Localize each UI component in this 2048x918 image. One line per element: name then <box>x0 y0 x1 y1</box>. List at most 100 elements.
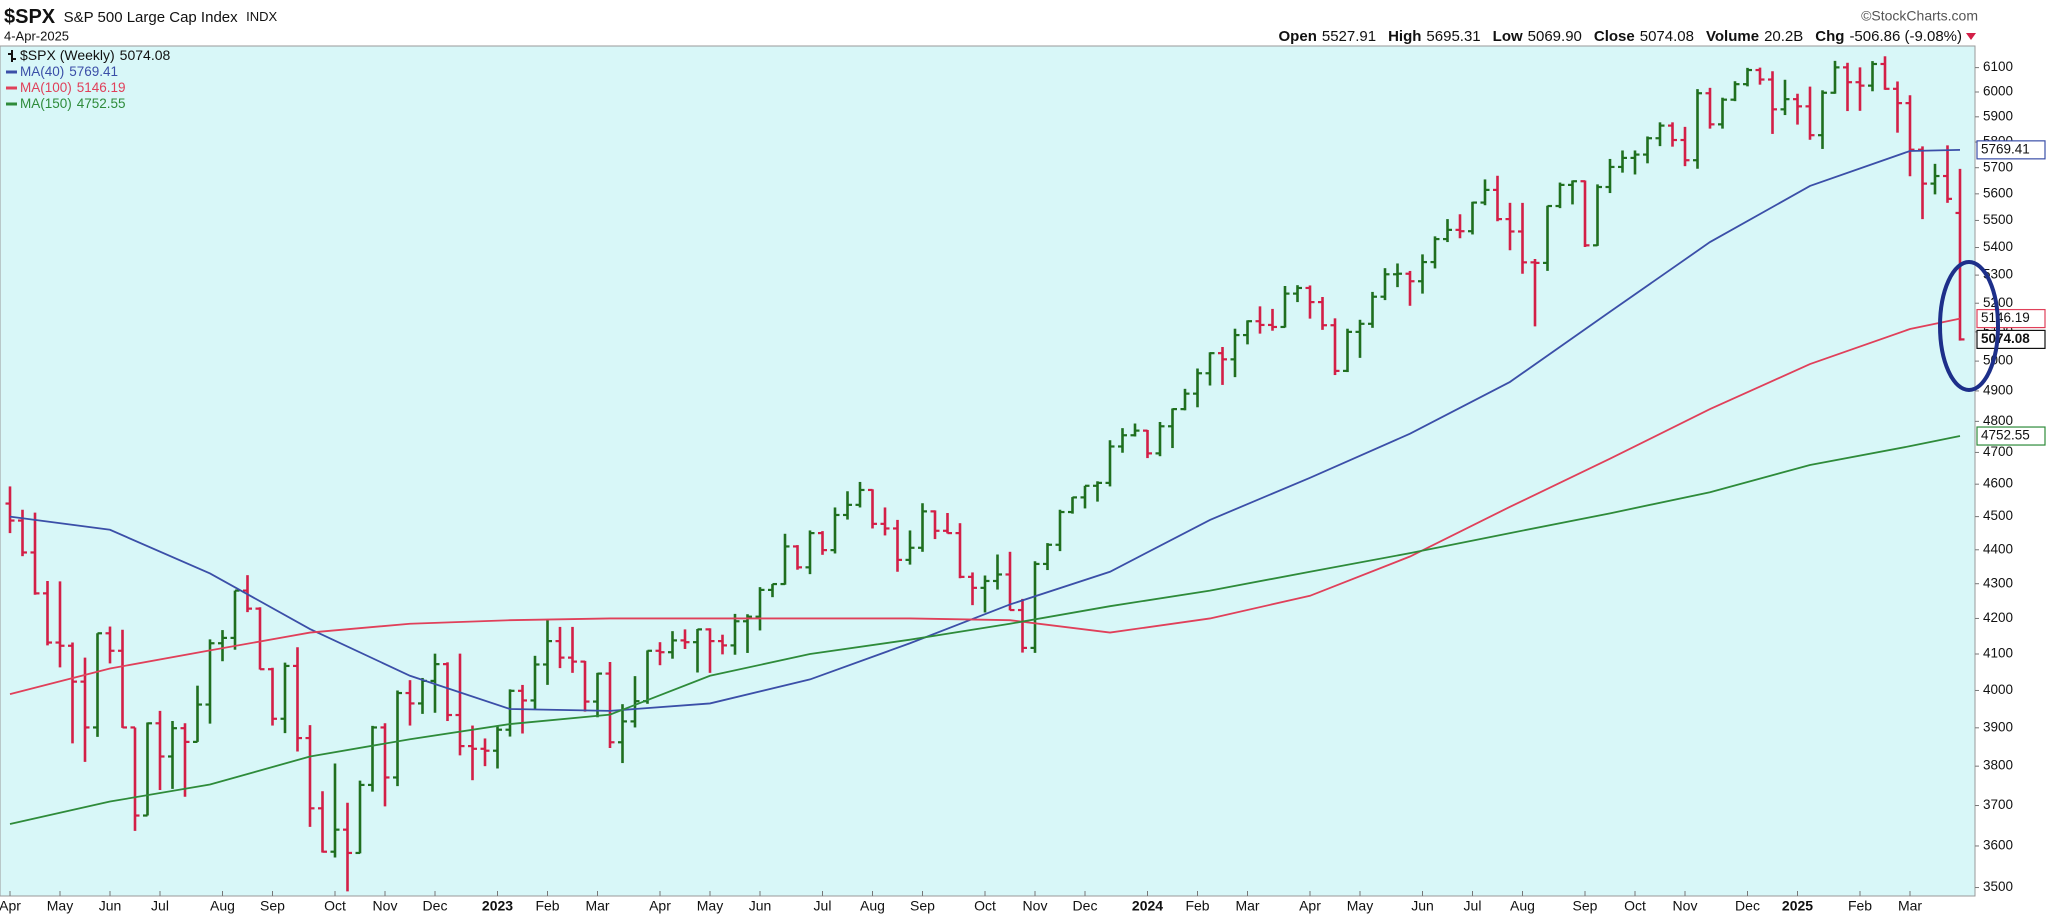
y-tick-label: 5300 <box>1983 267 2013 282</box>
y-tick-label: 3500 <box>1983 879 2013 894</box>
x-tick-label: Jun <box>99 898 122 914</box>
x-tick-label: Apr <box>0 898 21 914</box>
y-tick-label: 4200 <box>1983 610 2013 625</box>
date: 4-Apr-2025 <box>4 28 69 43</box>
ma-line <box>9 435 1961 825</box>
x-tick-label: Mar <box>1235 898 1259 914</box>
x-tick-label: Nov <box>373 898 398 914</box>
x-tick-label: Jul <box>814 898 832 914</box>
header-value: -506.86 (-9.08%) <box>1849 28 1962 45</box>
x-tick-label: 2024 <box>1132 898 1163 914</box>
x-tick-label: Aug <box>210 898 235 914</box>
ma-line <box>9 317 1961 696</box>
x-tick-label: Oct <box>1624 898 1646 914</box>
y-tick-label: 4100 <box>1983 646 2013 661</box>
source: ©StockCharts.com <box>1861 8 1978 24</box>
y-tick-label: 4300 <box>1983 575 2013 590</box>
x-tick-label: Apr <box>649 898 671 914</box>
header-label: Low <box>1493 28 1523 45</box>
y-tick-label: 3900 <box>1983 719 2013 734</box>
x-tick-label: Aug <box>1510 898 1535 914</box>
x-tick-label: Nov <box>1023 898 1048 914</box>
header-label: Volume <box>1706 28 1759 45</box>
x-tick-label: Sep <box>910 898 935 914</box>
legend-entry: $SPX (Weekly) 5074.08 <box>20 47 170 63</box>
y-tick-label: 5400 <box>1983 239 2013 254</box>
y-tick-label: 4000 <box>1983 682 2013 697</box>
x-tick-label: May <box>47 898 73 914</box>
header-value: 5069.90 <box>1528 28 1582 45</box>
exchange: INDX <box>246 9 277 24</box>
y-tick-label: 6000 <box>1983 84 2013 99</box>
x-tick-label: Oct <box>324 898 346 914</box>
x-tick-label: Mar <box>585 898 609 914</box>
value-box <box>1976 140 2046 160</box>
x-tick-label: Sep <box>260 898 285 914</box>
value-box-label: 4752.55 <box>1981 428 2030 443</box>
y-tick-label: 3700 <box>1983 797 2013 812</box>
y-tick-label: 4700 <box>1983 444 2013 459</box>
y-tick-label: 4600 <box>1983 476 2013 491</box>
legend-name: MA(150) <box>20 96 72 111</box>
highlight-ellipse <box>1938 260 2000 392</box>
x-tick-label: May <box>697 898 723 914</box>
y-tick-label: 5900 <box>1983 108 2013 123</box>
legend-name: MA(40) <box>20 64 64 79</box>
ma-line <box>9 148 1961 712</box>
header-value: 5695.31 <box>1426 28 1480 45</box>
legend-name: $SPX (Weekly) <box>20 47 115 63</box>
value-box-label: 5074.08 <box>1981 331 2030 346</box>
header-value: 5074.08 <box>1640 28 1694 45</box>
x-tick-label: Dec <box>1735 898 1760 914</box>
x-tick-label: Jun <box>749 898 772 914</box>
chart-subtitle: S&P 500 Large Cap Index <box>64 9 239 26</box>
value-box <box>1976 308 2046 329</box>
header-info: Open 5527.91 High 5695.31 Low 5069.90 Close 507… <box>1279 28 1962 45</box>
plot-area <box>0 45 1976 897</box>
x-tick-label: May <box>1347 898 1373 914</box>
x-tick-label: 2023 <box>482 898 513 914</box>
header-label: Open <box>1279 28 1317 45</box>
y-tick-label: 3800 <box>1983 758 2013 773</box>
x-tick-label: Mar <box>1898 898 1922 914</box>
legend-value: 5769.41 <box>69 64 118 79</box>
x-tick-label: 2025 <box>1782 898 1813 914</box>
y-tick-label: 5500 <box>1983 212 2013 227</box>
y-tick-label: 3600 <box>1983 838 2013 853</box>
legend-value: 5146.19 <box>77 80 126 95</box>
legend-entry: MA(150) 4752.55 <box>20 96 126 111</box>
x-tick-label: Jun <box>1411 898 1434 914</box>
x-tick-label: Jul <box>1464 898 1482 914</box>
x-tick-label: Feb <box>535 898 559 914</box>
legend-entry: MA(40) 5769.41 <box>20 64 118 79</box>
x-tick-label: Dec <box>423 898 448 914</box>
legend-entry: MA(100) 5146.19 <box>20 80 126 95</box>
x-tick-label: Nov <box>1673 898 1698 914</box>
x-tick-label: Feb <box>1848 898 1872 914</box>
header-value: 20.2B <box>1764 28 1803 45</box>
y-tick-label: 5000 <box>1983 353 2013 368</box>
y-tick-label: 5700 <box>1983 159 2013 174</box>
y-tick-label: 4800 <box>1983 413 2013 428</box>
value-box-label: 5146.19 <box>1981 310 2030 325</box>
x-tick-label: Oct <box>974 898 996 914</box>
x-tick-label: Aug <box>860 898 885 914</box>
x-tick-label: Sep <box>1573 898 1598 914</box>
header-label: Close <box>1594 28 1635 45</box>
y-tick-label: 4400 <box>1983 541 2013 556</box>
legend-name: MA(100) <box>20 80 72 95</box>
x-tick-label: Feb <box>1185 898 1209 914</box>
chart-title: $SPX <box>4 6 56 28</box>
y-tick-label: 5600 <box>1983 185 2013 200</box>
y-tick-label: 4500 <box>1983 508 2013 523</box>
header-value: 5527.91 <box>1322 28 1376 45</box>
value-box <box>1976 426 2046 446</box>
header-label: Chg <box>1815 28 1844 45</box>
value-box <box>1976 329 2046 350</box>
title-line: $SPX S&P 500 Large Cap Index INDX <box>4 6 277 28</box>
x-tick-label: Dec <box>1073 898 1098 914</box>
x-tick-label: Apr <box>1299 898 1321 914</box>
y-tick-label: 4900 <box>1983 382 2013 397</box>
